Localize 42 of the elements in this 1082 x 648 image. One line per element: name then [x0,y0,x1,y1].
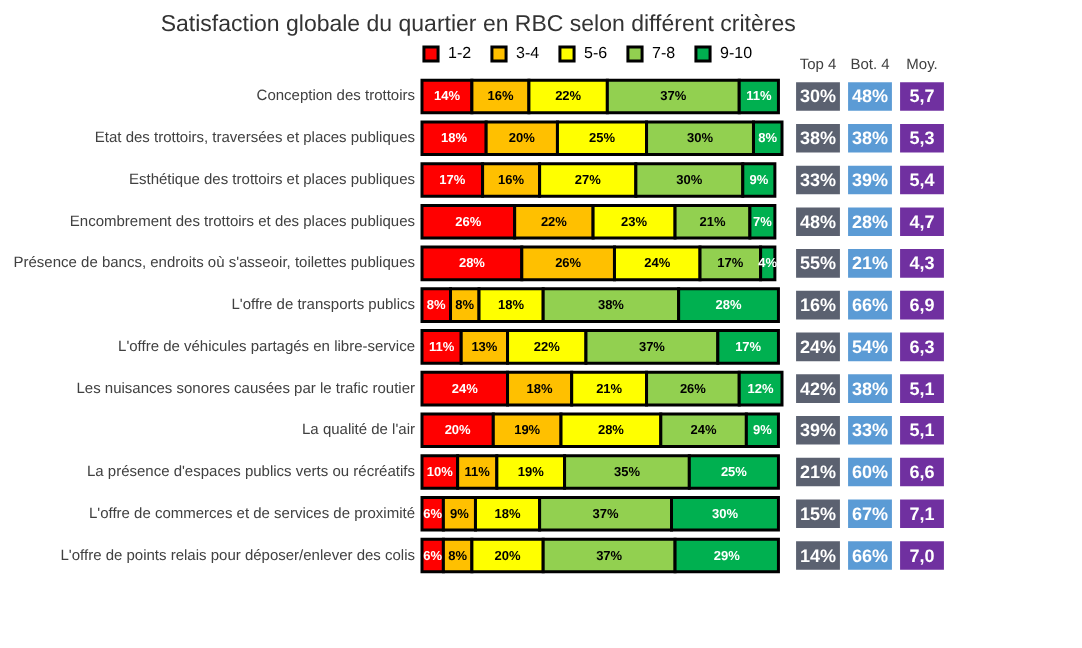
text: 6,3 [909,336,935,357]
text: 16% [799,295,837,316]
text: 5,4 [909,169,935,190]
text: 54% [851,336,889,357]
legend-label: 9-10 [720,43,754,62]
text: 33% [851,420,889,441]
legend-label: 7-8 [652,43,677,62]
text: 15% [799,503,837,524]
text: 39% [851,169,889,190]
chart-title: Satisfaction globale du quartier en RBC selon différent critères [160,13,797,37]
text: 5,7 [909,86,935,107]
text: 28% [851,211,889,232]
legend-label: 3-4 [516,43,541,62]
text: 6,6 [909,462,935,483]
text: 38% [799,128,837,149]
text: 33% [799,169,837,190]
text: 30% [799,86,837,107]
text: 5,3 [909,128,935,149]
text: 38% [851,378,889,399]
text: 38% [851,128,889,149]
text: 6,9 [909,295,935,316]
text: 5,1 [909,420,935,441]
text: 60% [851,462,889,483]
text: 5,1 [909,378,935,399]
text: 21% [799,462,837,483]
text: 55% [799,253,837,274]
legend-label: 1-2 [448,43,473,62]
text: 24% [799,336,837,357]
text: 4,7 [909,211,935,232]
text: 14% [799,545,837,566]
text: 21% [851,253,889,274]
text: 42% [799,378,837,399]
text: 66% [851,545,889,566]
text: 4,3 [909,253,935,274]
legend-label: 5-6 [584,43,609,62]
text: 48% [799,211,837,232]
text: 48% [851,86,889,107]
text: 7,0 [909,545,935,566]
text: 66% [851,295,889,316]
text: 67% [851,503,889,524]
text: 39% [799,420,837,441]
text: 7,1 [909,503,935,524]
